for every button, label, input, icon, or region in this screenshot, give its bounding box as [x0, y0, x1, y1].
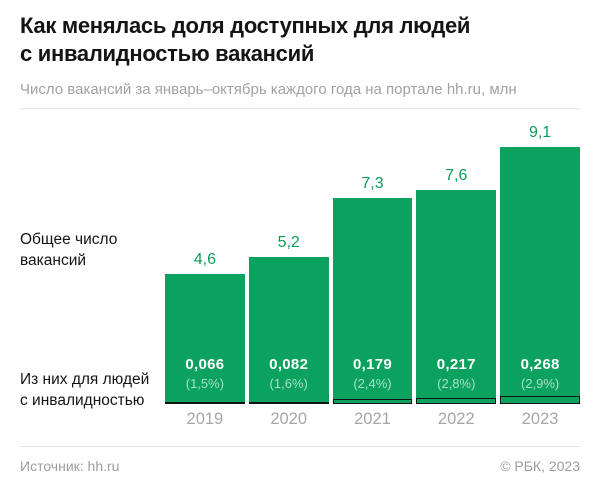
bar-inner-text: 0,066 (1,5%) [165, 356, 245, 391]
disabled-vacancies-percent: (2,8%) [437, 376, 476, 391]
total-vacancies-bar: 0,217 (2,8%) [416, 190, 497, 404]
disabled-share-box [500, 396, 580, 404]
total-vacancies-bar: 0,268 (2,9%) [500, 147, 580, 404]
bar-total-value-label: 7,3 [361, 175, 384, 192]
bar-column-2023: 9,1 0,268 (2,9%) [500, 124, 580, 404]
disabled-share-box [416, 397, 497, 404]
copyright-label: © РБК, 2023 [500, 458, 580, 474]
bar-column-2020: 5,2 0,082 (1,6%) [248, 234, 329, 404]
bar-inner-text: 0,268 (2,9%) [500, 356, 580, 391]
x-axis-labels: 2019 2020 2021 2022 2023 [165, 410, 580, 429]
bottom-divider [20, 446, 580, 447]
disabled-vacancies-percent: (1,6%) [269, 376, 308, 391]
disabled-vacancies-value: 0,082 [269, 356, 309, 373]
disabled-vacancies-value: 0,179 [352, 356, 393, 373]
disabled-share-box [165, 402, 245, 404]
disabled-share-box [332, 399, 413, 404]
bars-row: 4,6 0,066 (1,5%) 5,2 0,082 (1,6%) 7,3 0,179 (2,4… [165, 124, 580, 404]
bar-total-value-label: 9,1 [528, 124, 552, 141]
bar-inner-text: 0,179 (2,4%) [333, 356, 413, 391]
x-axis-label-2023: 2023 [521, 410, 559, 428]
source-label: Источник: hh.ru [20, 458, 120, 474]
bar-inner-text: 0,082 (1,6%) [249, 356, 329, 391]
bar-total-value-label: 7,6 [445, 167, 468, 184]
total-vacancies-bar: 0,179 (2,4%) [332, 198, 413, 404]
disabled-vacancies-percent: (2,4%) [353, 376, 392, 391]
chart-subtitle: Число вакансий за январь–октябрь каждого… [20, 81, 517, 98]
bar-total-value-label: 4,6 [193, 251, 217, 268]
series-label-disabled: Из них для людей с инвалидностью [20, 371, 150, 409]
series-label-total: Общее число вакансий [20, 231, 118, 269]
chart-title: Как менялась доля доступных для людей с … [20, 13, 471, 66]
bar-column-2022: 7,6 0,217 (2,8%) [416, 167, 497, 404]
disabled-share-box [248, 401, 329, 404]
x-axis-label-2019: 2019 [186, 410, 224, 428]
bar-inner-text: 0,217 (2,8%) [416, 356, 496, 391]
disabled-vacancies-percent: (2,9%) [520, 376, 560, 391]
total-vacancies-bar: 0,066 (1,5%) [165, 274, 245, 404]
bar-column-2021: 7,3 0,179 (2,4%) [332, 175, 413, 404]
bar-column-2019: 4,6 0,066 (1,5%) [165, 251, 245, 404]
x-axis-label-2020: 2020 [270, 410, 308, 428]
total-vacancies-bar: 0,082 (1,6%) [248, 257, 329, 404]
disabled-vacancies-value: 0,268 [520, 356, 560, 373]
disabled-vacancies-value: 0,066 [185, 356, 225, 373]
x-axis-label-2021: 2021 [354, 410, 391, 428]
x-axis-label-2022: 2022 [437, 410, 475, 428]
bar-total-value-label: 5,2 [277, 234, 300, 251]
footer: Источник: hh.ru © РБК, 2023 [20, 457, 580, 475]
disabled-vacancies-value: 0,217 [436, 356, 476, 373]
disabled-vacancies-percent: (1,5%) [185, 376, 225, 391]
top-divider [20, 108, 580, 109]
